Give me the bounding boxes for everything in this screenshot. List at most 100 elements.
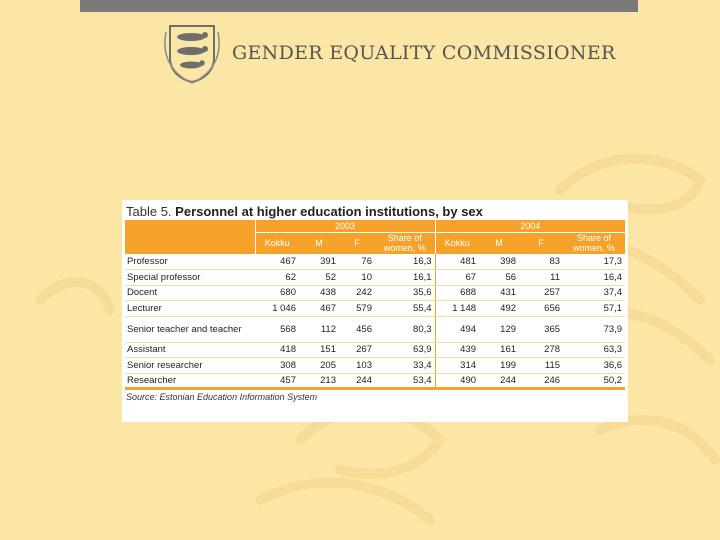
table-cell: 244 — [339, 373, 375, 390]
table-source: Source: Estonian Education Information S… — [126, 392, 318, 402]
table-cell: 568 — [255, 316, 299, 343]
table-cell: 76 — [339, 254, 375, 270]
table-cell: 83 — [519, 254, 564, 270]
row-label: Special professor — [125, 269, 255, 286]
row-label: Professor — [125, 254, 255, 270]
table-row: Assistant 418 151 267 63,9 439 161 278 63,3 — [125, 342, 626, 358]
table-cell: 53,4 — [375, 373, 436, 390]
table-cell: 33,4 — [375, 357, 436, 374]
column-header: M — [299, 232, 339, 254]
table-cell: 103 — [339, 357, 375, 374]
row-label: Assistant — [125, 342, 255, 358]
table-cell: 431 — [479, 285, 520, 301]
table-cell: 257 — [519, 285, 564, 301]
table-cell: 115 — [519, 357, 564, 374]
table-cell: 579 — [339, 300, 375, 317]
table-cell: 161 — [479, 342, 520, 358]
table-cell: 35,6 — [375, 285, 436, 301]
table-cell: 391 — [299, 254, 339, 270]
coat-of-arms-icon — [164, 25, 220, 84]
row-label: Lecturer — [125, 300, 255, 317]
table-cell: 17,3 — [563, 254, 626, 270]
table-cell: 398 — [479, 254, 520, 270]
table-cell: 80,3 — [375, 316, 436, 343]
top-bar — [80, 0, 638, 12]
column-header: Share of women, % — [375, 232, 436, 254]
table-cell: 456 — [339, 316, 375, 343]
table-cell: 1 148 — [435, 300, 480, 317]
personnel-table: 2003 2004 Kokku M F Share of women, % Kokku M… — [125, 220, 626, 390]
table-number: Table 5. — [126, 204, 172, 219]
table-cell: 365 — [519, 316, 564, 343]
table-cell: 63,3 — [563, 342, 626, 358]
table-cell: 63,9 — [375, 342, 436, 358]
table-cell: 37,4 — [563, 285, 626, 301]
table-cell: 1 046 — [255, 300, 299, 317]
table-cell: 151 — [299, 342, 339, 358]
table-cell: 16,3 — [375, 254, 436, 270]
table-cell: 481 — [435, 254, 480, 270]
table-cell: 62 — [255, 269, 299, 286]
table-row: Senior teacher and teacher 568 112 456 80,3 4… — [125, 316, 626, 343]
table-cell: 57,1 — [563, 300, 626, 317]
table-row: Docent 680 438 242 35,6 688 431 257 37,4 — [125, 285, 626, 301]
organization-title: GENDER EQUALITY COMMISSIONER — [232, 42, 616, 64]
table-cell: 55,4 — [375, 300, 436, 317]
table-cell: 656 — [519, 300, 564, 317]
table-cell: 36,6 — [563, 357, 626, 374]
column-header: F — [339, 232, 375, 254]
table-cell: 112 — [299, 316, 339, 343]
table-row: Special professor 62 52 10 16,1 67 56 11 16,4 — [125, 269, 626, 286]
table-cell: 199 — [479, 357, 520, 374]
table-cell: 244 — [479, 373, 520, 390]
table-cell: 467 — [299, 300, 339, 317]
table-cell: 278 — [519, 342, 564, 358]
table-cell: 688 — [435, 285, 480, 301]
table-cell: 457 — [255, 373, 299, 390]
year-header: 2003 — [255, 220, 436, 233]
column-header: Kokku — [435, 232, 480, 254]
table-cell: 16,4 — [563, 269, 626, 286]
table-row: Researcher 457 213 244 53,4 490 244 246 50,2 — [125, 373, 626, 390]
table-cell: 494 — [435, 316, 480, 343]
table-cell: 246 — [519, 373, 564, 390]
column-header: Kokku — [255, 232, 299, 254]
table-cell: 11 — [519, 269, 564, 286]
table-cell: 242 — [339, 285, 375, 301]
table-caption: Table 5. Personnel at higher education i… — [125, 203, 625, 220]
table-title: Personnel at higher education institutio… — [175, 204, 483, 219]
table-cell: 467 — [255, 254, 299, 270]
table-cell: 308 — [255, 357, 299, 374]
table-cell: 73,9 — [563, 316, 626, 343]
table-cell: 438 — [299, 285, 339, 301]
year-header: 2004 — [435, 220, 626, 233]
table-cell: 50,2 — [563, 373, 626, 390]
table-cell: 67 — [435, 269, 480, 286]
table-cell: 680 — [255, 285, 299, 301]
table-cell: 490 — [435, 373, 480, 390]
table-cell: 56 — [479, 269, 520, 286]
row-label: Senior researcher — [125, 357, 255, 374]
table-cell: 314 — [435, 357, 480, 374]
row-label: Docent — [125, 285, 255, 301]
table-row: Senior researcher 308 205 103 33,4 314 199 115 3… — [125, 357, 626, 374]
table-cell: 213 — [299, 373, 339, 390]
table-cell: 129 — [479, 316, 520, 343]
table-cell: 267 — [339, 342, 375, 358]
row-label: Senior teacher and teacher — [125, 316, 255, 343]
table-cell: 16,1 — [375, 269, 436, 286]
row-label: Researcher — [125, 373, 255, 390]
table-cell: 418 — [255, 342, 299, 358]
table-cell: 10 — [339, 269, 375, 286]
header-blank — [125, 220, 256, 254]
column-header: F — [519, 232, 564, 254]
table-row: Lecturer 1 046 467 579 55,4 1 148 492 656 57,1 — [125, 300, 626, 317]
table-row: Professor 467 391 76 16,3 481 398 83 17,3 — [125, 254, 626, 270]
table-cell: 205 — [299, 357, 339, 374]
table-panel: Table 5. Personnel at higher education i… — [122, 200, 628, 422]
table-cell: 439 — [435, 342, 480, 358]
table-cell: 492 — [479, 300, 520, 317]
table-cell: 52 — [299, 269, 339, 286]
column-header: Share of women, % — [563, 232, 626, 254]
column-header: M — [479, 232, 520, 254]
